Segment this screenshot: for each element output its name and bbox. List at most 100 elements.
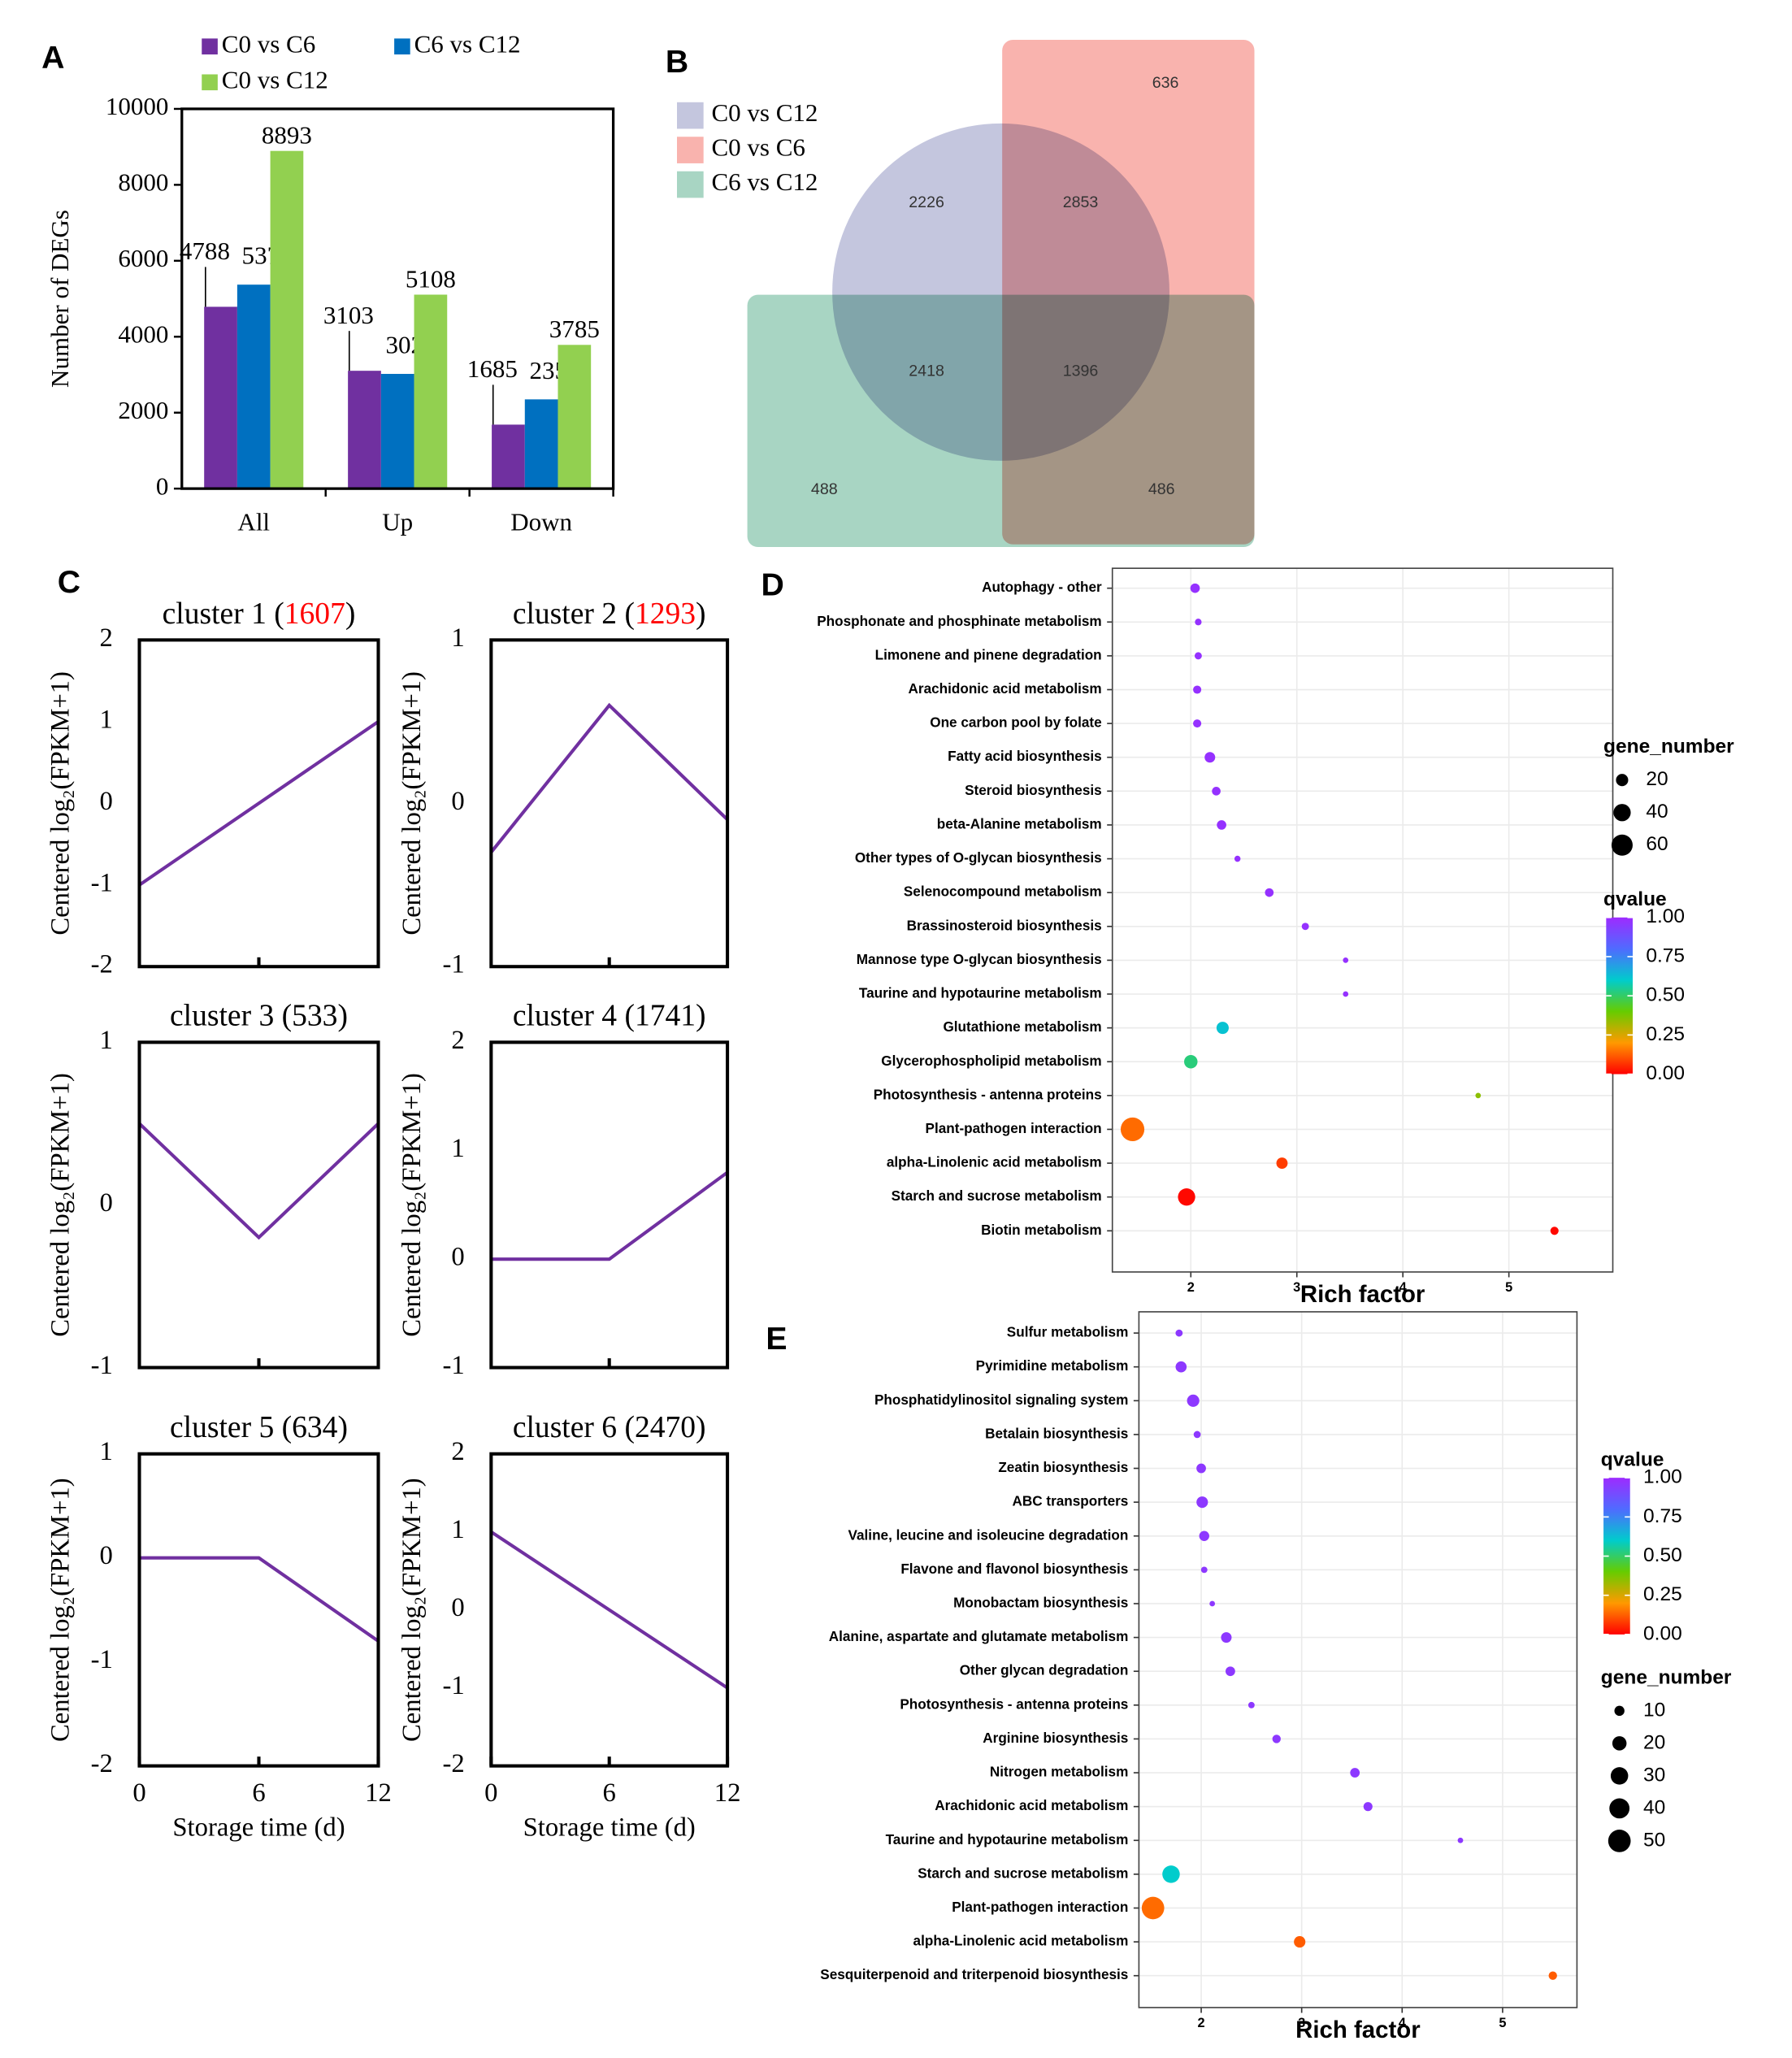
y-tick-label: beta-Alanine metabolism [937, 815, 1102, 831]
y-tick-label: Photosynthesis - antenna proteins [874, 1086, 1102, 1102]
legend-bubble [1610, 1767, 1629, 1785]
y-tick-label: 0 [100, 1541, 113, 1570]
bubble [1178, 1188, 1195, 1206]
legend-swatch [394, 38, 410, 54]
legend-label: 1.00 [1643, 1466, 1682, 1488]
y-tick-label: Arachidonic acid metabolism [909, 680, 1102, 697]
y-tick-label: 1 [451, 623, 464, 653]
bubble [1196, 1463, 1206, 1474]
y-tick-label: ABC transporters [1012, 1493, 1128, 1509]
y-tick-label: -2 [91, 950, 113, 979]
y-tick-label: Plant-pathogen interaction [952, 1899, 1128, 1915]
y-tick-label: 2 [100, 623, 113, 653]
y-tick-label: Starch and sucrose metabolism [892, 1187, 1102, 1204]
line [138, 720, 380, 887]
plot-frame [489, 638, 730, 969]
y-tick-label: Selenocompound metabolism [904, 884, 1102, 900]
y-tick-label: Photosynthesis - antenna proteins [900, 1695, 1128, 1712]
bubble [1194, 652, 1202, 660]
region-count: 486 [1148, 480, 1175, 498]
legend-swatch [677, 137, 704, 163]
x-axis-label: Storage time (d) [172, 1813, 345, 1843]
y-axis-label: Centered log₂(FPKM+1) [397, 1073, 427, 1337]
line [489, 702, 729, 853]
legend-label: 0.25 [1643, 1583, 1682, 1605]
region-count: 488 [811, 480, 838, 498]
plot-frame [489, 1452, 730, 1768]
y-tick-label: Glycerophospholipid metabolism [881, 1053, 1101, 1069]
bar [414, 294, 448, 489]
y-tick-label: 2 [451, 1437, 464, 1466]
x-tick-label: Down [510, 507, 572, 536]
bubble [1212, 787, 1221, 796]
legend-swatch [677, 102, 704, 129]
legend-label: 50 [1643, 1829, 1665, 1851]
y-axis-label: Centered log₂(FPKM+1) [397, 1478, 427, 1742]
legend-label: 60 [1646, 833, 1668, 855]
chart-title: cluster 5 (634) [170, 1411, 348, 1444]
y-tick-label: -2 [91, 1749, 113, 1778]
y-tick-label: Monobactam biosynthesis [953, 1595, 1128, 1611]
legend-title: qvalue [1603, 888, 1667, 910]
legend-label: 20 [1646, 768, 1668, 790]
bubble [1363, 1802, 1373, 1812]
title-highlight: 1607 [284, 597, 345, 631]
y-tick-label: 1 [100, 1437, 113, 1466]
legend-label: C0 vs C6 [711, 133, 805, 162]
bubble [1475, 1092, 1482, 1099]
panel-label: A [41, 41, 64, 76]
bubble [1195, 619, 1202, 626]
y-tick-label: alpha-Linolenic acid metabolism [887, 1154, 1102, 1170]
value-label: 4788 [180, 237, 230, 265]
legend-title: gene_number [1603, 736, 1734, 758]
bubble [1190, 583, 1200, 593]
y-tick-label: 1 [100, 1026, 113, 1055]
x-tick-label: 6 [603, 1778, 616, 1808]
chart-title: cluster 3 (533) [170, 1000, 348, 1033]
legend-label: C0 vs C12 [222, 65, 328, 93]
title-part: ) [696, 597, 706, 631]
bubble [1175, 1361, 1187, 1373]
plot-frame [137, 638, 380, 969]
y-tick-label: -1 [442, 1671, 464, 1700]
bubble [1193, 1431, 1201, 1439]
y-tick-label: 0 [100, 1188, 113, 1218]
y-tick-label: Arachidonic acid metabolism [935, 1797, 1128, 1813]
legend-label: 40 [1646, 801, 1668, 823]
bubble [1221, 1632, 1232, 1643]
legend-swatch [202, 38, 218, 54]
y-tick-label: Nitrogen metabolism [990, 1764, 1128, 1780]
legend-label: 0.75 [1643, 1505, 1682, 1527]
bubble [1343, 991, 1349, 997]
bar [380, 374, 414, 489]
x-tick-label: 4 [1399, 2016, 1406, 2030]
y-tick-label: Limonene and pinene degradation [875, 646, 1102, 662]
region-count: 1396 [1063, 363, 1099, 380]
y-tick-label: -2 [442, 1749, 464, 1778]
y-tick-label: Phosphonate and phosphinate metabolism [817, 613, 1101, 629]
legend-label: 0.50 [1643, 1544, 1682, 1566]
value-label: 5108 [406, 264, 456, 293]
bubble [1162, 1865, 1180, 1883]
legend-label: 0.75 [1646, 944, 1685, 966]
bubble [1193, 685, 1202, 694]
bubble [1196, 1496, 1208, 1509]
y-tick-label: 0 [156, 471, 169, 500]
y-tick-label: -1 [91, 1351, 113, 1380]
legend-bubble [1613, 804, 1631, 822]
y-tick-label: Arginine biosynthesis [983, 1730, 1128, 1746]
bubble [1301, 923, 1309, 931]
bubble [1209, 1600, 1216, 1607]
y-tick-label: 2000 [118, 396, 168, 424]
y-tick-label: Steroid biosynthesis [965, 782, 1102, 798]
legend-label: 0.25 [1646, 1023, 1685, 1045]
bar [236, 284, 271, 489]
y-axis-label: Centered log₂(FPKM+1) [46, 1478, 75, 1742]
y-tick-label: 8000 [118, 168, 168, 197]
legend-label: 30 [1643, 1764, 1665, 1786]
bar [270, 150, 304, 489]
x-tick-label: 2 [1187, 1280, 1195, 1295]
bubble [1184, 1054, 1198, 1069]
title-part: cluster 2 ( [513, 597, 635, 631]
